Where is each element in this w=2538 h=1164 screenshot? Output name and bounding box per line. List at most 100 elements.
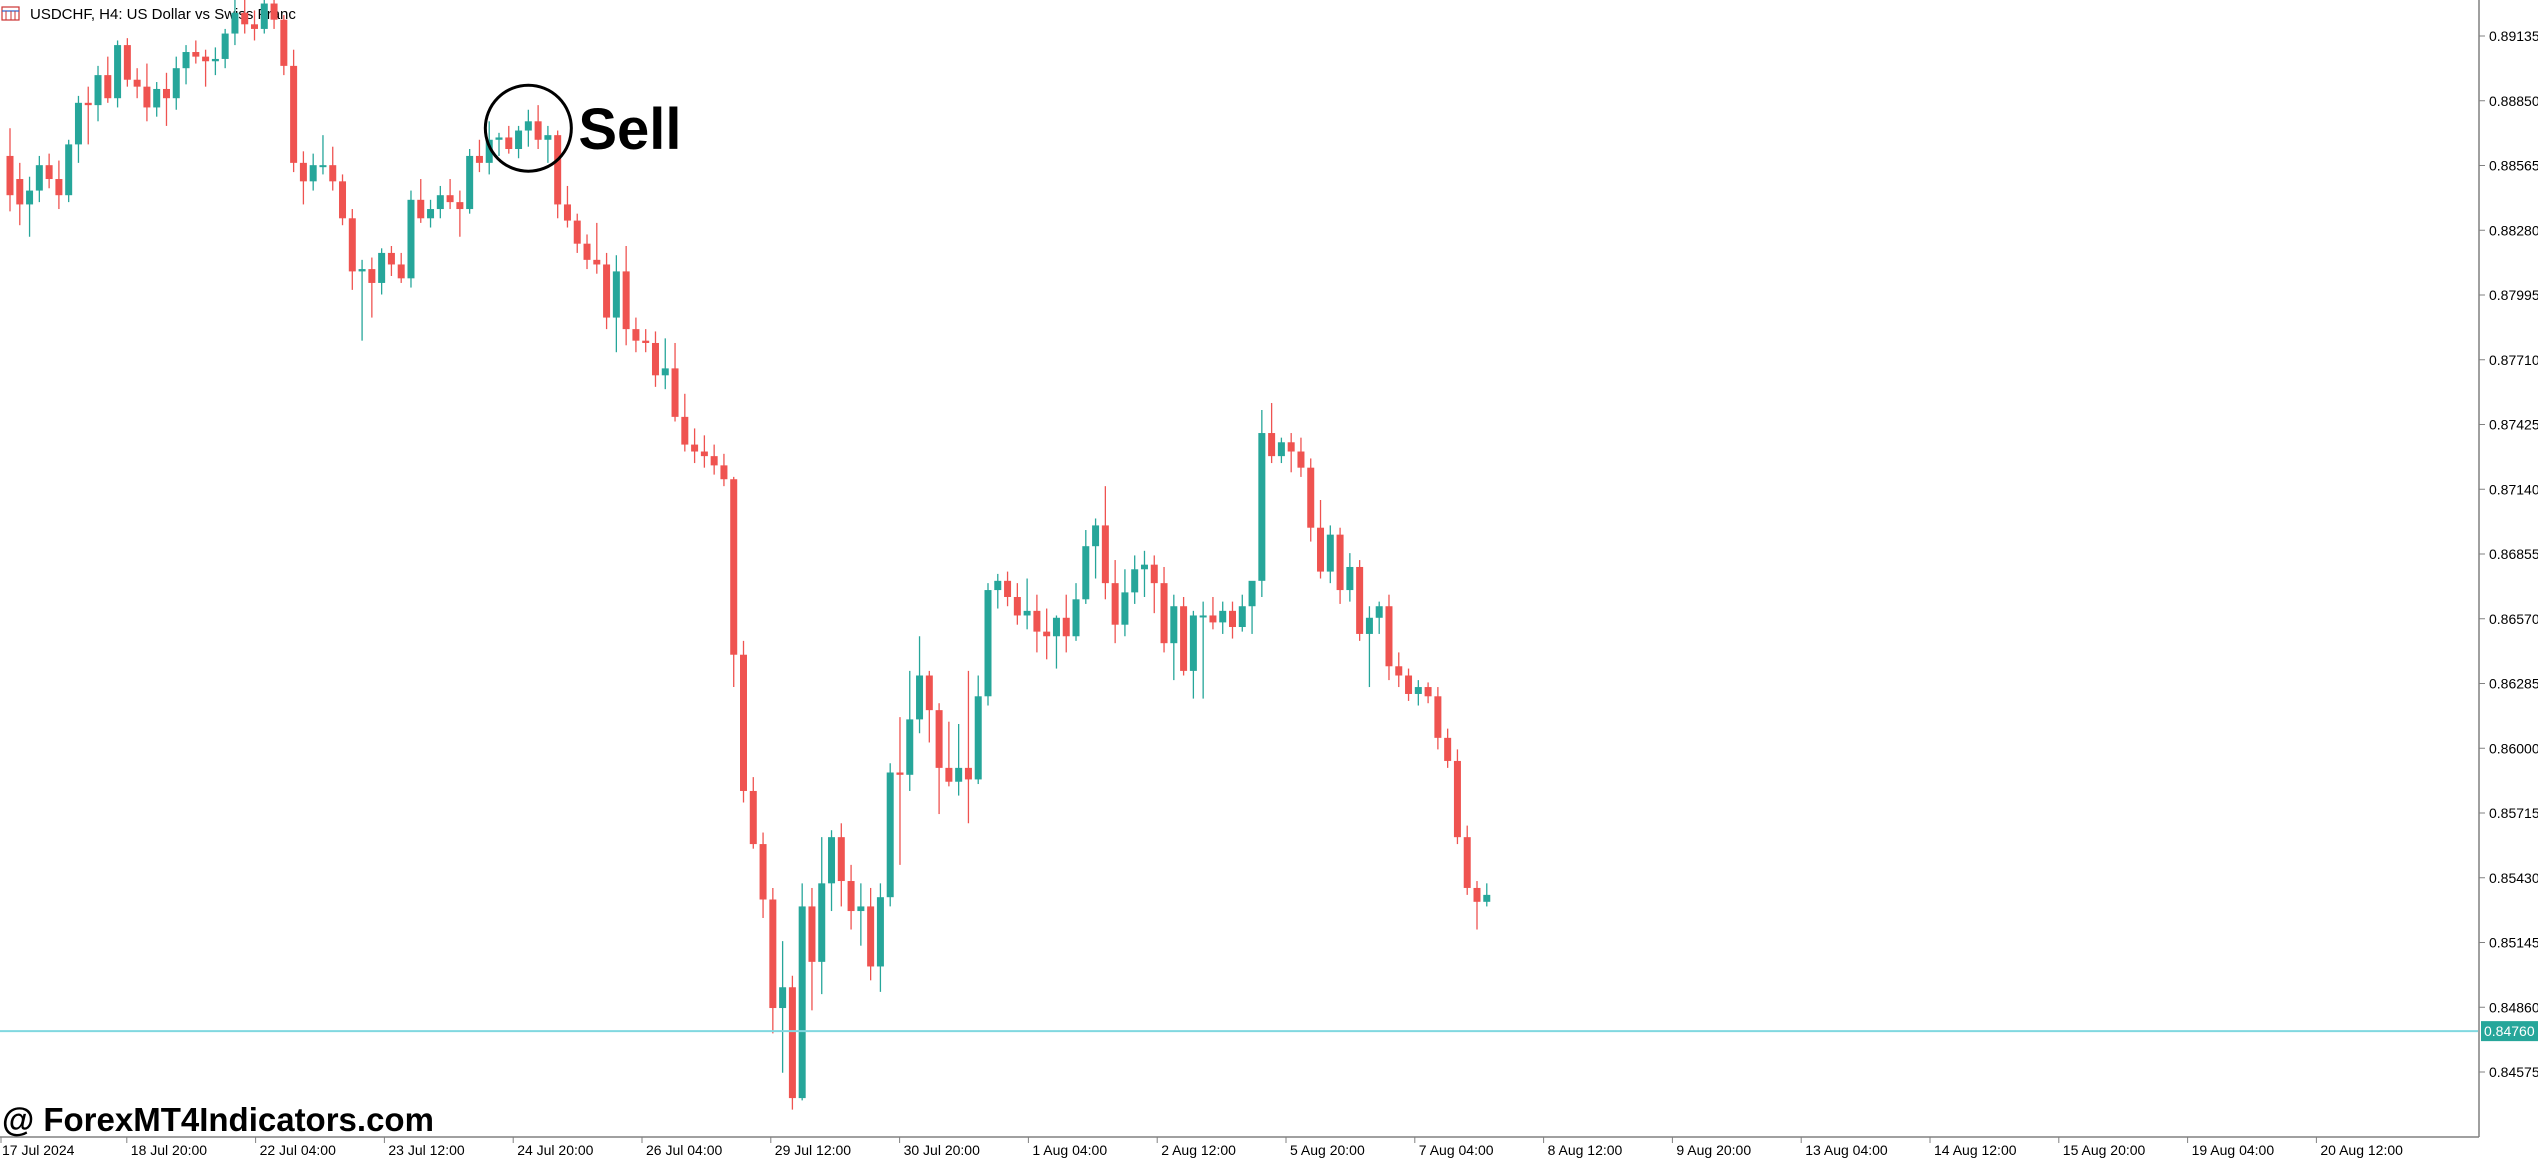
candle-body — [260, 3, 268, 29]
candle-body — [1189, 615, 1197, 671]
candle-body — [436, 195, 444, 210]
candle — [1033, 594, 1041, 653]
candle — [1395, 652, 1403, 688]
candle — [407, 190, 415, 288]
price-axis[interactable]: 0.89135 0.88850 0.88565 0.88280 0.87995 0.877… — [2478, 0, 2538, 1137]
candle-body — [642, 340, 650, 343]
candle — [1444, 728, 1452, 768]
candle — [1160, 566, 1168, 653]
candle — [280, 15, 288, 76]
candle — [251, 10, 258, 41]
time-axis-label: 22 Jul 04:00 — [260, 1142, 336, 1158]
candle — [1238, 594, 1246, 632]
candle-body — [1209, 615, 1217, 623]
candle — [622, 245, 630, 346]
candle-body — [299, 162, 307, 182]
candle — [495, 132, 503, 156]
candle-body — [828, 837, 836, 884]
candle — [847, 864, 855, 930]
candle-body — [427, 209, 435, 219]
candle-body — [632, 329, 640, 341]
candle-body — [603, 264, 611, 318]
time-axis-label: 7 Aug 04:00 — [1419, 1142, 1494, 1158]
price-axis-label: 0.87425 — [2489, 417, 2538, 433]
candle-body — [1062, 617, 1070, 637]
candle-body — [1229, 610, 1236, 628]
candle-body — [974, 696, 982, 780]
candle-body — [466, 155, 474, 210]
candle-body — [290, 65, 298, 163]
candle — [1229, 601, 1236, 639]
candle-body — [1023, 610, 1031, 616]
candle-body — [495, 137, 503, 140]
candle — [133, 68, 141, 99]
candle-body — [1199, 615, 1207, 618]
current-price-tag-background — [2481, 1021, 2538, 1042]
time-axis-label: 29 Jul 12:00 — [775, 1142, 851, 1158]
candle-body — [475, 155, 483, 163]
candle-body — [837, 837, 845, 882]
candle-body — [1287, 442, 1295, 452]
candle — [691, 428, 699, 464]
candle-body — [867, 906, 875, 967]
candle — [378, 248, 386, 295]
candle — [368, 257, 376, 318]
time-axis-label: 20 Aug 12:00 — [2320, 1142, 2403, 1158]
candle — [290, 49, 298, 173]
candle-body — [280, 19, 288, 66]
candle — [1297, 437, 1305, 477]
candle-body — [1326, 534, 1334, 572]
candle-body — [583, 243, 591, 260]
price-axis-label: 0.85715 — [2489, 805, 2538, 821]
candle — [417, 179, 425, 223]
candle — [436, 185, 444, 219]
symbol-caption-text: USDCHF, H4: US Dollar vs Swiss Franc — [30, 6, 296, 23]
candle — [1258, 409, 1266, 597]
candle-body — [1140, 564, 1148, 570]
candle-body — [700, 451, 708, 457]
candle — [867, 887, 875, 981]
candle-body — [916, 675, 924, 720]
candle — [837, 823, 845, 907]
time-axis-label: 13 Aug 04:00 — [1805, 1142, 1888, 1158]
candle — [319, 135, 327, 175]
candle-body — [1170, 606, 1178, 644]
price-axis-label: 0.84860 — [2489, 999, 2538, 1015]
candle — [994, 573, 1002, 609]
candle-body — [1258, 433, 1266, 581]
candle — [1209, 596, 1217, 630]
candle-body — [1356, 566, 1364, 634]
candle — [1483, 883, 1491, 907]
candle-body — [387, 252, 395, 265]
candle-body — [309, 165, 317, 182]
candle-body — [1092, 525, 1100, 547]
candle — [818, 837, 826, 995]
candle-body — [231, 12, 239, 34]
candle — [397, 252, 405, 283]
candle — [1023, 578, 1031, 630]
candle — [114, 40, 122, 108]
candle — [876, 883, 884, 992]
time-axis[interactable]: 17 Jul 2024 18 Jul 20:00 22 Jul 04:00 23 Ju… — [0, 1136, 2479, 1158]
sell-signal-label: Sell — [578, 97, 681, 162]
candle — [1414, 680, 1422, 706]
candle-body — [876, 897, 884, 967]
candle-body — [994, 580, 1002, 591]
candle — [456, 190, 464, 237]
candle — [916, 636, 924, 734]
candle-body — [847, 881, 855, 912]
candle-body — [55, 179, 63, 196]
candle-body — [1004, 580, 1012, 597]
candle — [925, 670, 933, 743]
candle-body — [544, 135, 552, 140]
candle-body — [211, 58, 219, 62]
candle — [153, 82, 161, 117]
candle-body — [1101, 525, 1109, 584]
candle — [55, 160, 63, 210]
candle-body — [906, 719, 914, 775]
candle — [554, 130, 562, 219]
candle — [1062, 594, 1070, 653]
